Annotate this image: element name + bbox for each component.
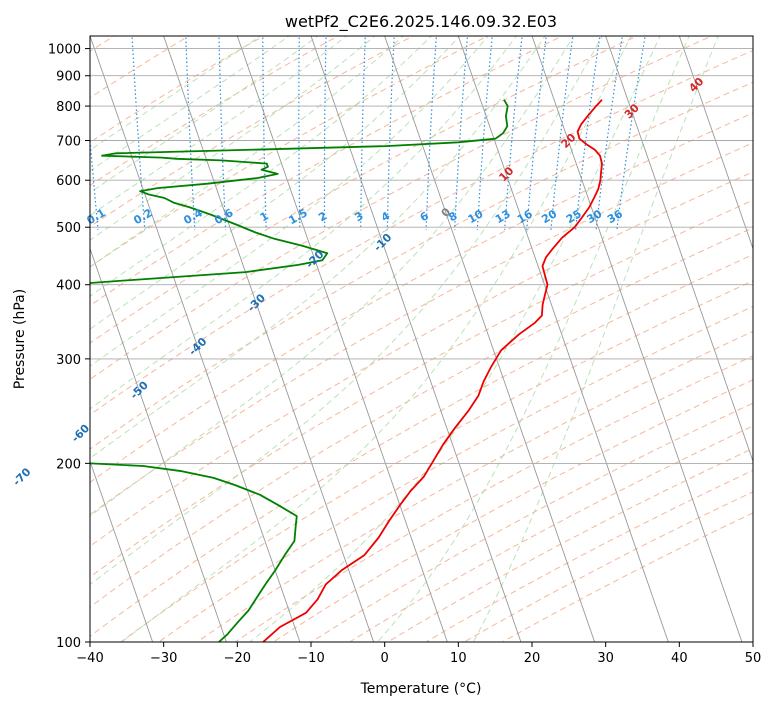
chart-title: wetPf2_C2E6.2025.146.09.32.E03 — [285, 12, 557, 32]
x-tick-label: −20 — [224, 651, 251, 666]
x-tick-label: 40 — [671, 651, 688, 666]
x-tick-label: −10 — [297, 651, 324, 666]
moist-adiabat — [90, 36, 489, 367]
x-axis-ticks: −40 −30 −20 −10 0 10 20 30 40 50 — [76, 642, 761, 666]
isotherm-line — [457, 36, 669, 642]
dry-adiabat — [90, 142, 753, 516]
y-tick-label: 500 — [56, 221, 81, 236]
moist-adiabat — [90, 36, 348, 217]
y-tick-label: 700 — [56, 134, 81, 149]
y-tick-label: 900 — [56, 70, 81, 85]
x-tick-label: 10 — [450, 651, 467, 666]
x-tick-label: 50 — [745, 651, 762, 666]
isotherm-line — [0, 34, 10, 656]
mixing-ratio-line — [185, 36, 196, 230]
x-axis-label: Temperature (°C) — [360, 681, 482, 697]
mixing-ratio-line — [131, 36, 146, 230]
temperature-line — [262, 99, 603, 642]
isotherm-line — [605, 36, 753, 463]
y-tick-label: 400 — [56, 279, 81, 294]
dry-adiabat — [196, 330, 753, 642]
y-tick-label: 200 — [56, 457, 81, 472]
moist-adiabat — [376, 36, 690, 642]
isotherm-line — [531, 36, 743, 642]
moist-adiabat — [90, 36, 290, 172]
isotherm-line — [163, 36, 375, 642]
mixing-ratio-line — [550, 36, 574, 230]
isotherm-line — [678, 36, 753, 250]
mixing-ratio-line — [425, 36, 438, 230]
dry-adiabat — [90, 254, 753, 637]
plot-frame — [89, 35, 754, 643]
mixing-ratio-line — [526, 36, 547, 230]
moist-adiabat — [90, 36, 603, 586]
dewpoint-upper-line — [90, 462, 298, 642]
y-tick-label: 800 — [56, 100, 81, 115]
dewpoint-line — [90, 99, 509, 284]
isotherm-line — [752, 36, 753, 38]
isotherm-line — [236, 36, 448, 642]
dry-adiabat — [90, 171, 753, 547]
x-tick-label: −30 — [150, 651, 177, 666]
y-tick-label: 1000 — [48, 43, 81, 58]
x-tick-label: −40 — [76, 651, 103, 666]
moist-adiabat — [90, 36, 262, 151]
mixing-ratio-line — [360, 36, 366, 230]
isotherm-line — [90, 459, 154, 642]
isotherm-line — [90, 36, 301, 642]
plot-background — [90, 36, 753, 642]
dry-adiabat — [90, 36, 639, 344]
mixing-ratio-line — [386, 36, 395, 230]
moist-adiabat — [90, 36, 461, 330]
y-axis-label: Pressure (hPa) — [12, 289, 28, 389]
mixing-ratio-line — [504, 36, 523, 230]
isotherm-label: -60 — [69, 421, 92, 444]
y-tick-label: 100 — [56, 636, 81, 651]
isotherm-line — [384, 36, 596, 642]
y-tick-label: 300 — [56, 353, 81, 368]
dry-adiabat — [234, 355, 753, 642]
mixing-ratio-line — [595, 36, 624, 230]
isotherm-line — [90, 247, 227, 642]
y-axis-ticks: 1000 900 800 700 600 500 400 300 200 100 — [48, 43, 90, 651]
x-tick-label: 0 — [381, 651, 389, 666]
x-tick-label: 20 — [524, 651, 541, 666]
dry-adiabat — [90, 36, 564, 307]
x-tick-label: 30 — [597, 651, 614, 666]
isotherm-line — [310, 36, 522, 642]
y-tick-label: 600 — [56, 174, 81, 189]
moist-adiabat — [90, 36, 433, 297]
isotherm-label: -70 — [10, 465, 33, 488]
series-lines — [90, 99, 603, 642]
